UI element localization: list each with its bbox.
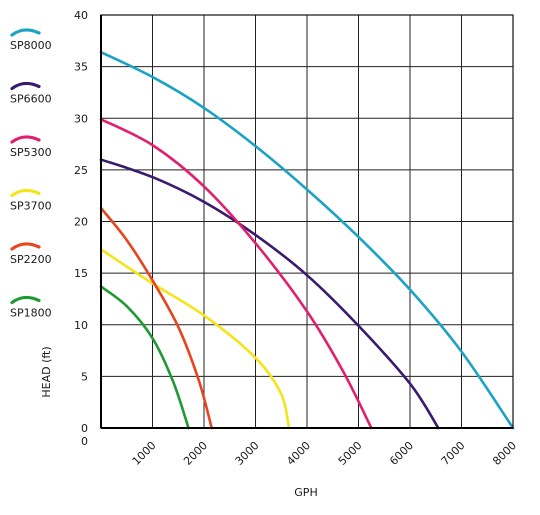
series-line-sp5300 <box>99 117 373 430</box>
series-line-sp3700 <box>99 248 291 430</box>
series-line-sp2200 <box>99 206 214 430</box>
legend-item-sp3700: SP3700 <box>10 188 52 213</box>
x-tick-label: 6000 <box>387 439 416 468</box>
legend-swatch <box>10 242 41 251</box>
y-tick-label: 25 <box>74 164 88 177</box>
grid-lines <box>101 15 513 428</box>
series-line-sp1800 <box>99 285 190 430</box>
x-tick-label: 0 <box>81 435 88 448</box>
legend-item-sp1800: SP1800 <box>10 295 52 320</box>
y-tick-label: 20 <box>74 216 88 229</box>
legend: SP8000 SP6600 SP5300 SP3700 SP2200 SP1800 <box>10 28 52 320</box>
legend-label: SP3700 <box>10 200 52 213</box>
y-tick-label: 5 <box>81 370 88 383</box>
tick-labels: 0 5 10 15 20 25 30 35 40 0 1000 2000 3000 4000 5000 600… <box>74 9 519 468</box>
legend-label: SP8000 <box>10 39 52 52</box>
x-tick-label: 2000 <box>181 439 210 468</box>
legend-item-sp8000: SP8000 <box>10 28 52 52</box>
series-line-sp6600 <box>99 158 440 430</box>
y-tick-label: 10 <box>74 319 88 332</box>
legend-swatch <box>10 28 41 37</box>
series-lines <box>99 50 515 430</box>
plot-frame <box>100 14 514 429</box>
y-tick-label: 0 <box>81 422 88 435</box>
legend-swatch <box>10 81 41 91</box>
legend-label: SP5300 <box>10 146 52 159</box>
legend-item-sp5300: SP5300 <box>10 135 52 159</box>
x-tick-label: 3000 <box>233 439 262 468</box>
y-tick-label: 30 <box>74 112 88 125</box>
x-tick-label: 7000 <box>439 439 468 468</box>
y-tick-label: 15 <box>74 267 88 280</box>
x-axis-label: GPH <box>294 486 317 499</box>
legend-label: SP6600 <box>10 93 52 106</box>
legend-label: SP1800 <box>10 307 52 320</box>
x-tick-label: 5000 <box>336 439 365 468</box>
x-tick-label: 1000 <box>130 439 159 468</box>
legend-swatch <box>10 188 41 198</box>
x-tick-label: 8000 <box>490 439 519 468</box>
legend-label: SP2200 <box>10 253 52 266</box>
legend-swatch <box>10 295 41 305</box>
y-tick-label: 40 <box>74 9 88 22</box>
x-tick-label: 4000 <box>284 439 313 468</box>
legend-swatch <box>10 135 41 144</box>
series-line-sp8000 <box>99 50 515 430</box>
legend-item-sp6600: SP6600 <box>10 81 52 106</box>
legend-item-sp2200: SP2200 <box>10 242 52 266</box>
y-axis-label: HEAD (ft) <box>40 346 53 397</box>
y-tick-label: 35 <box>74 61 88 74</box>
